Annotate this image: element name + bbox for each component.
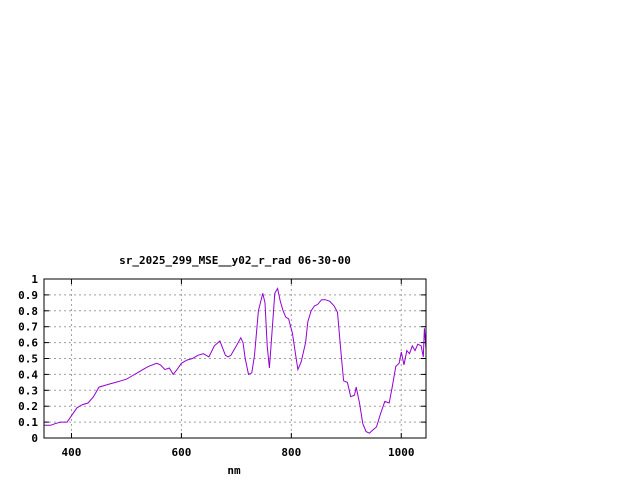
y-tick-label: 0.4 <box>18 368 38 381</box>
y-tick-label: 0.5 <box>18 353 38 366</box>
x-axis-title: nm <box>227 464 241 477</box>
y-tick-label: 0 <box>31 432 38 445</box>
y-axis-ticks: 0 0.1 0.2 0.3 0.4 0.5 0.6 0.7 0.8 0.9 1 <box>18 273 426 445</box>
plot-frame <box>43 278 427 439</box>
y-tick-label: 0.8 <box>18 305 38 318</box>
x-axis-ticks: 400 600 800 1000 <box>62 279 415 459</box>
y-tick-label: 1 <box>31 273 38 286</box>
y-tick-label: 0.6 <box>18 337 38 350</box>
grid-lines <box>44 279 426 438</box>
chart-title: sr_2025_299_MSE__y02_r_rad 06-30-00 <box>119 254 351 267</box>
series-line <box>44 287 427 434</box>
x-tick-label: 1000 <box>388 446 415 459</box>
y-tick-label: 0.9 <box>18 289 38 302</box>
series-group <box>44 287 427 434</box>
y-tick-label: 0.2 <box>18 400 38 413</box>
x-tick-label: 600 <box>171 446 191 459</box>
y-tick-label: 0.1 <box>18 416 38 429</box>
y-tick-label: 0.3 <box>18 384 38 397</box>
x-tick-label: 800 <box>281 446 301 459</box>
y-tick-label: 0.7 <box>18 321 38 334</box>
x-tick-label: 400 <box>62 446 82 459</box>
